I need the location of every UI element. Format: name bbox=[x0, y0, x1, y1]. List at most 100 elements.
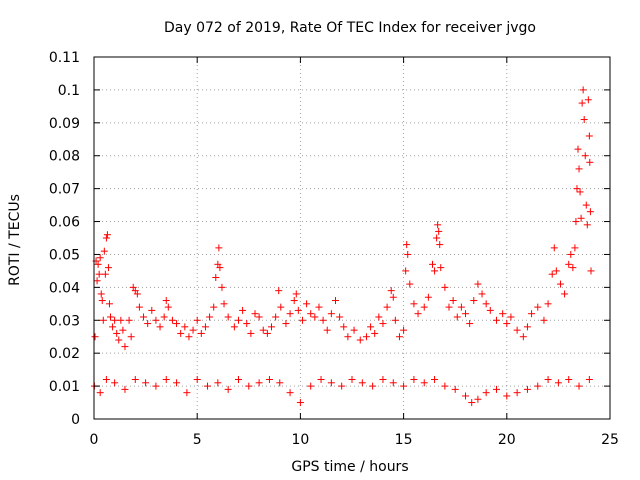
y-tick-label: 0.08 bbox=[49, 149, 80, 165]
data-point bbox=[275, 287, 283, 295]
data-points bbox=[90, 86, 595, 407]
data-point bbox=[586, 158, 594, 166]
plot-frame bbox=[93, 56, 611, 420]
data-point bbox=[100, 247, 108, 255]
data-point bbox=[581, 152, 589, 160]
data-point bbox=[400, 382, 408, 390]
x-tick-label: 20 bbox=[498, 432, 516, 448]
data-point bbox=[214, 379, 222, 387]
data-point bbox=[296, 399, 304, 407]
data-point bbox=[567, 250, 575, 258]
data-point bbox=[218, 283, 226, 291]
data-point bbox=[121, 385, 129, 393]
data-point bbox=[131, 376, 139, 384]
data-point bbox=[95, 270, 103, 278]
data-point bbox=[565, 376, 573, 384]
data-point bbox=[91, 333, 99, 341]
x-tick-label: 0 bbox=[90, 432, 99, 448]
data-point bbox=[204, 382, 212, 390]
data-point bbox=[451, 385, 459, 393]
data-point bbox=[548, 270, 556, 278]
data-point bbox=[410, 300, 418, 308]
y-tick-label: 0.11 bbox=[49, 50, 80, 66]
data-point bbox=[239, 306, 247, 314]
data-point bbox=[276, 379, 284, 387]
data-point bbox=[119, 326, 127, 334]
data-point bbox=[185, 333, 193, 341]
data-point bbox=[534, 382, 542, 390]
data-point bbox=[162, 297, 170, 305]
y-tick-label: 0.1 bbox=[58, 83, 80, 99]
data-point bbox=[243, 320, 251, 328]
data-point bbox=[113, 329, 121, 337]
data-point bbox=[193, 316, 201, 324]
data-point bbox=[344, 333, 352, 341]
data-point bbox=[210, 303, 218, 311]
data-point bbox=[492, 385, 500, 393]
data-point bbox=[424, 293, 432, 301]
data-point bbox=[431, 267, 439, 275]
data-point bbox=[303, 300, 311, 308]
data-point bbox=[478, 290, 486, 298]
data-point bbox=[578, 99, 586, 107]
data-point bbox=[369, 382, 377, 390]
data-point bbox=[317, 376, 325, 384]
data-point bbox=[327, 379, 335, 387]
data-point bbox=[133, 290, 141, 298]
data-point bbox=[406, 280, 414, 288]
x-tick-label: 15 bbox=[395, 432, 413, 448]
data-point bbox=[434, 221, 442, 229]
data-point bbox=[255, 379, 263, 387]
data-point bbox=[523, 385, 531, 393]
data-point bbox=[152, 382, 160, 390]
data-point bbox=[265, 376, 273, 384]
data-point bbox=[414, 310, 422, 318]
data-point bbox=[111, 379, 119, 387]
data-point bbox=[420, 379, 428, 387]
data-point bbox=[96, 254, 104, 262]
data-point bbox=[584, 96, 592, 104]
data-point bbox=[544, 376, 552, 384]
data-point bbox=[387, 287, 395, 295]
data-point bbox=[245, 382, 253, 390]
data-point bbox=[331, 297, 339, 305]
data-point bbox=[173, 379, 181, 387]
data-point bbox=[453, 313, 461, 321]
data-point bbox=[102, 376, 110, 384]
data-point bbox=[315, 303, 323, 311]
data-point bbox=[572, 218, 580, 226]
data-point bbox=[350, 326, 358, 334]
data-point bbox=[212, 273, 220, 281]
data-point bbox=[436, 241, 444, 249]
data-point bbox=[383, 303, 391, 311]
y-axis-label: ROTI / TECUs bbox=[7, 194, 23, 286]
data-point bbox=[573, 185, 581, 193]
data-point bbox=[105, 300, 113, 308]
data-point bbox=[97, 290, 105, 298]
data-point bbox=[367, 323, 375, 331]
data-point bbox=[121, 343, 129, 351]
data-point bbox=[503, 392, 511, 400]
data-point bbox=[292, 290, 300, 298]
data-point bbox=[523, 323, 531, 331]
data-point bbox=[127, 333, 135, 341]
data-point bbox=[272, 313, 280, 321]
data-point bbox=[576, 188, 584, 196]
data-point bbox=[101, 270, 109, 278]
data-point bbox=[144, 320, 152, 328]
data-point bbox=[482, 389, 490, 397]
data-point bbox=[445, 303, 453, 311]
data-point bbox=[311, 313, 319, 321]
data-point bbox=[395, 333, 403, 341]
grid-lines bbox=[94, 57, 610, 419]
data-point bbox=[255, 313, 263, 321]
data-point bbox=[282, 320, 290, 328]
data-point bbox=[356, 336, 364, 344]
data-point bbox=[428, 260, 436, 268]
data-point bbox=[379, 320, 387, 328]
data-point bbox=[336, 313, 344, 321]
data-point bbox=[435, 227, 443, 235]
data-point bbox=[224, 385, 232, 393]
data-point bbox=[142, 379, 150, 387]
